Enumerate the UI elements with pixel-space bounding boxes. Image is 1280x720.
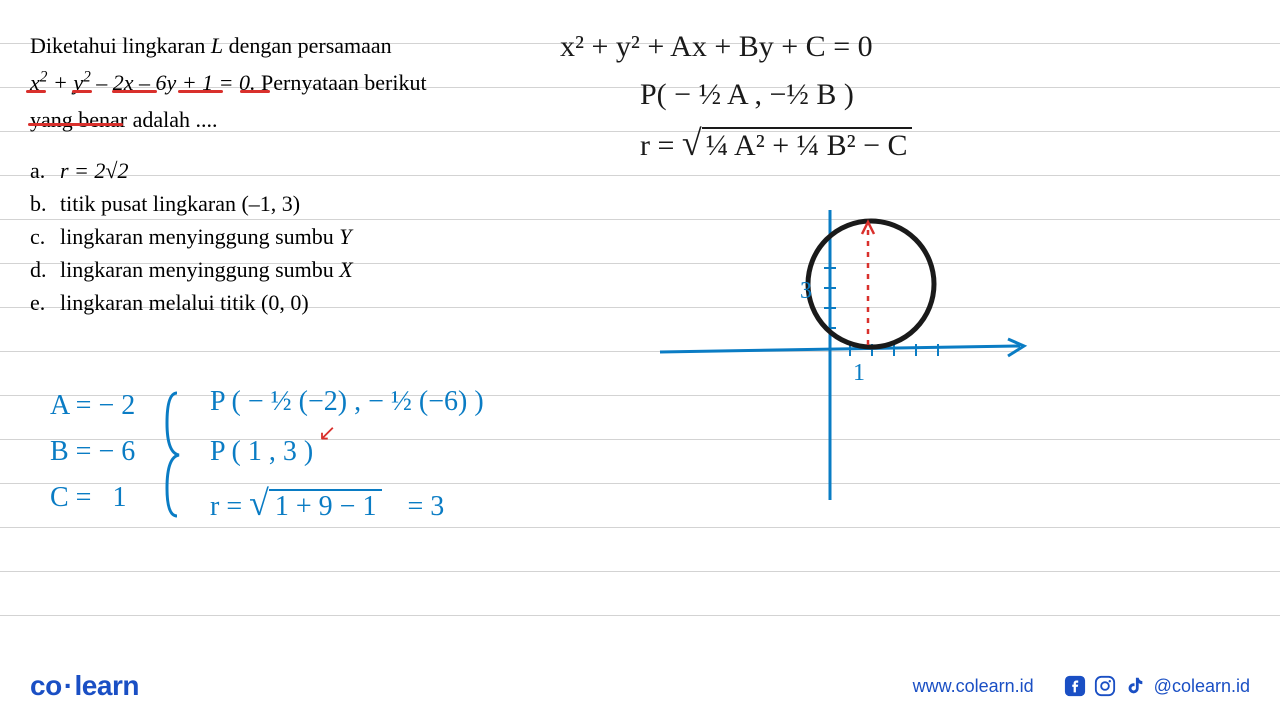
- opt-letter: c.: [30, 224, 60, 250]
- r-calc: r = √1 + 9 − 1 = 3: [210, 482, 444, 524]
- radius-formula: r = √¼ A² + ¼ B² − C: [640, 122, 912, 164]
- value: − 2: [98, 390, 135, 421]
- opt-letter: e.: [30, 290, 60, 316]
- problem-line-3: yang benar adalah ....: [30, 102, 510, 137]
- r-result: = 3: [407, 491, 444, 522]
- A-line: A = − 2: [50, 390, 135, 422]
- red-underline: [26, 90, 46, 93]
- problem-line-1: Diketahui lingkaran L dengan persamaan: [30, 28, 510, 63]
- red-underline: [112, 90, 157, 93]
- red-underline: [240, 90, 270, 93]
- P-result: P ( 1 , 3 ): [210, 436, 313, 468]
- footer-bar: co·learn www.colearn.id @colearn.id: [0, 652, 1280, 720]
- option-b: b.titik pusat lingkaran (–1, 3): [30, 191, 353, 217]
- graph-label-1: 1: [853, 360, 865, 387]
- r-eq: r =: [210, 491, 249, 522]
- opt-letter: a.: [30, 158, 60, 184]
- label: C =: [50, 482, 91, 513]
- B-line: B = − 6: [50, 436, 135, 468]
- graph-label-3: 3: [800, 278, 812, 305]
- option-a: a.r = 2√2: [30, 158, 353, 184]
- opt-text: lingkaran menyinggung sumbu X: [60, 257, 353, 282]
- tiktok-icon: [1124, 675, 1146, 697]
- label: A =: [50, 390, 91, 421]
- P-substituted: P ( − ½ (−2) , − ½ (−6) ): [210, 386, 484, 418]
- red-underline: [72, 90, 92, 93]
- footer-right: www.colearn.id @colearn.id: [913, 675, 1250, 697]
- radicand: ¼ A² + ¼ B² − C: [702, 127, 912, 162]
- brand-logo: co·learn: [30, 670, 139, 702]
- social-group: @colearn.id: [1064, 675, 1250, 697]
- option-e: e.lingkaran melalui titik (0, 0): [30, 290, 353, 316]
- brand-learn: learn: [75, 670, 139, 701]
- value: 1: [112, 482, 126, 513]
- red-underline: [28, 123, 123, 126]
- instagram-icon: [1094, 675, 1116, 697]
- red-underline: [178, 90, 223, 93]
- var-L: L: [211, 33, 223, 58]
- opt-text: lingkaran menyinggung sumbu Y: [60, 224, 352, 249]
- r-eq: r =: [640, 129, 682, 162]
- text: Pernyataan berikut: [261, 70, 427, 95]
- C-line: C = 1: [50, 482, 126, 514]
- text: dengan persamaan: [223, 33, 392, 58]
- center-formula: P( − ½ A , −½ B ): [640, 78, 854, 112]
- opt-text: titik pusat lingkaran (–1, 3): [60, 191, 300, 216]
- sqrt: √¼ A² + ¼ B² − C: [682, 129, 912, 162]
- curly-brace: [165, 388, 205, 523]
- answer-options: a.r = 2√2 b.titik pusat lingkaran (–1, 3…: [30, 158, 353, 323]
- option-c: c.lingkaran menyinggung sumbu Y: [30, 224, 353, 250]
- footer-url: www.colearn.id: [913, 676, 1034, 697]
- opt-text: lingkaran melalui titik (0, 0): [60, 290, 309, 315]
- brand-dot: ·: [64, 670, 73, 701]
- brand-co: co: [30, 670, 62, 701]
- radicand: 1 + 9 − 1: [269, 489, 383, 522]
- opt-letter: d.: [30, 257, 60, 283]
- value: − 6: [98, 436, 135, 467]
- general-equation: x² + y² + Ax + By + C = 0: [560, 30, 873, 64]
- option-d: d.lingkaran menyinggung sumbu X: [30, 257, 353, 283]
- opt-text: r = 2√2: [60, 158, 128, 183]
- circle-graph: [640, 200, 1060, 520]
- swap-arrow-icon: ↙: [318, 420, 336, 446]
- content-area: Diketahui lingkaran L dengan persamaan x…: [0, 0, 1280, 720]
- label: B =: [50, 436, 91, 467]
- opt-letter: b.: [30, 191, 60, 217]
- social-handle: @colearn.id: [1154, 676, 1250, 697]
- text: Diketahui lingkaran: [30, 33, 211, 58]
- facebook-icon: [1064, 675, 1086, 697]
- problem-line-2: x2 + y2 – 2x – 6y + 1 = 0. Pernyataan be…: [30, 65, 510, 100]
